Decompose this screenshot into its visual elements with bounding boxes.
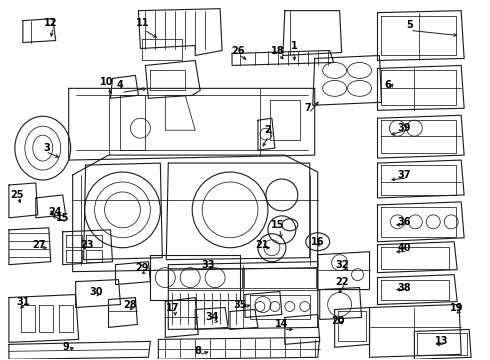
- Text: 33: 33: [201, 260, 215, 270]
- Text: 28: 28: [123, 300, 137, 310]
- Text: 24: 24: [48, 207, 61, 217]
- Text: 20: 20: [331, 316, 344, 327]
- Text: 36: 36: [397, 217, 411, 227]
- Text: 21: 21: [255, 240, 269, 250]
- Text: 13: 13: [435, 336, 448, 346]
- Text: 1: 1: [292, 41, 298, 50]
- Text: 4: 4: [117, 80, 124, 90]
- Text: 29: 29: [136, 263, 149, 273]
- Text: 6: 6: [384, 80, 391, 90]
- Text: 11: 11: [136, 18, 149, 28]
- Text: 8: 8: [195, 346, 201, 356]
- Text: 16: 16: [311, 237, 324, 247]
- Text: 12: 12: [44, 18, 57, 28]
- Text: 39: 39: [397, 123, 411, 133]
- Text: 30: 30: [90, 287, 103, 297]
- Text: 40: 40: [397, 243, 411, 253]
- Text: 14: 14: [275, 319, 289, 329]
- Text: 31: 31: [16, 297, 29, 306]
- Text: 15: 15: [271, 220, 285, 230]
- Text: 35: 35: [233, 300, 247, 310]
- Text: 15: 15: [56, 213, 70, 223]
- Text: 9: 9: [62, 342, 69, 352]
- Text: 3: 3: [44, 143, 50, 153]
- Text: 37: 37: [397, 170, 411, 180]
- Text: 17: 17: [166, 302, 179, 312]
- Text: 25: 25: [10, 190, 24, 200]
- Text: 18: 18: [271, 45, 285, 55]
- Text: 27: 27: [32, 240, 46, 250]
- Text: 23: 23: [80, 240, 94, 250]
- Text: 22: 22: [335, 276, 348, 287]
- Text: 10: 10: [100, 77, 113, 87]
- Text: 38: 38: [397, 283, 411, 293]
- Text: 7: 7: [304, 103, 311, 113]
- Text: 5: 5: [406, 19, 413, 30]
- Text: 2: 2: [265, 125, 271, 135]
- Text: 26: 26: [231, 45, 245, 55]
- Text: 32: 32: [335, 260, 348, 270]
- Text: 34: 34: [205, 312, 219, 323]
- Text: 19: 19: [450, 302, 464, 312]
